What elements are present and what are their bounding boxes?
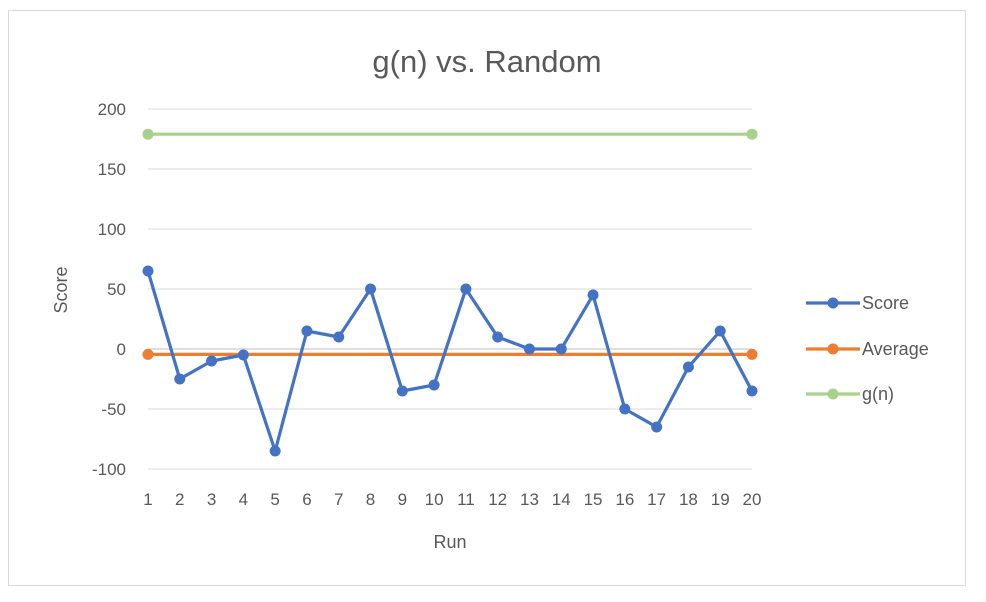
data-point — [746, 128, 758, 140]
legend-label: Score — [862, 293, 909, 313]
x-tick-label: 20 — [743, 490, 762, 509]
data-point — [428, 379, 440, 391]
x-tick-label: 3 — [207, 490, 216, 509]
x-tick-label: 17 — [647, 490, 666, 509]
data-point — [619, 403, 631, 415]
data-point — [460, 283, 472, 295]
x-tick-label: 15 — [584, 490, 603, 509]
x-axis-ticks: 1 2 3 4 5 6 7 8 9 10 11 12 13 14 15 16 17 18 19 20 — [143, 490, 761, 509]
y-tick-label: 150 — [98, 160, 126, 179]
data-point — [746, 385, 758, 397]
data-point — [682, 361, 694, 373]
x-tick-label: 8 — [366, 490, 375, 509]
y-axis-ticks: -100 -50 0 50 100 150 200 — [92, 100, 126, 479]
x-tick-label: 19 — [711, 490, 730, 509]
data-point — [269, 445, 281, 457]
data-point — [142, 265, 154, 277]
legend-marker — [827, 297, 839, 309]
chart-title: g(n) vs. Random — [372, 44, 601, 79]
y-tick-label: 200 — [98, 100, 126, 119]
y-tick-label: -50 — [101, 400, 126, 419]
legend-label: Average — [862, 339, 929, 359]
x-tick-label: 13 — [520, 490, 539, 509]
data-point — [206, 355, 218, 367]
y-tick-label: -100 — [92, 460, 126, 479]
series-line — [146, 270, 754, 453]
x-tick-label: 2 — [175, 490, 184, 509]
x-tick-label: 11 — [457, 490, 475, 509]
x-axis-title: Run — [433, 532, 466, 552]
legend: Score Average g(n) — [806, 293, 929, 404]
y-tick-label: 0 — [117, 340, 126, 359]
y-tick-label: 50 — [107, 280, 126, 299]
legend-item: Average — [806, 339, 929, 359]
x-tick-label: 9 — [398, 490, 407, 509]
legend-label: g(n) — [862, 384, 894, 404]
data-point — [587, 289, 599, 301]
legend-item: g(n) — [806, 384, 894, 404]
series-score — [142, 265, 758, 457]
legend-marker — [827, 343, 839, 355]
x-tick-label: 1 — [143, 490, 152, 509]
data-point — [333, 331, 345, 343]
data-point — [492, 331, 504, 343]
data-point — [555, 343, 567, 355]
data-point — [301, 325, 313, 337]
data-point — [651, 421, 663, 433]
x-tick-label: 5 — [270, 490, 279, 509]
legend-item: Score — [806, 293, 909, 313]
data-point — [523, 343, 535, 355]
data-point — [237, 349, 249, 361]
legend-marker — [827, 388, 839, 400]
x-tick-label: 6 — [302, 490, 311, 509]
x-tick-label: 4 — [239, 490, 248, 509]
series-gn — [142, 128, 758, 140]
data-point — [142, 128, 154, 140]
x-tick-label: 12 — [488, 490, 507, 509]
x-tick-label: 7 — [334, 490, 343, 509]
x-tick-label: 14 — [552, 490, 571, 509]
x-tick-label: 18 — [679, 490, 698, 509]
y-axis-title: Score — [51, 266, 71, 313]
data-point — [365, 283, 377, 295]
data-point — [714, 325, 726, 337]
data-point — [746, 348, 758, 360]
series-layer — [142, 128, 758, 457]
data-point — [174, 373, 186, 385]
gridlines — [148, 108, 752, 470]
data-point — [396, 385, 408, 397]
y-tick-label: 100 — [98, 220, 126, 239]
x-tick-label: 10 — [425, 490, 444, 509]
data-point — [142, 348, 154, 360]
x-tick-label: 16 — [615, 490, 634, 509]
